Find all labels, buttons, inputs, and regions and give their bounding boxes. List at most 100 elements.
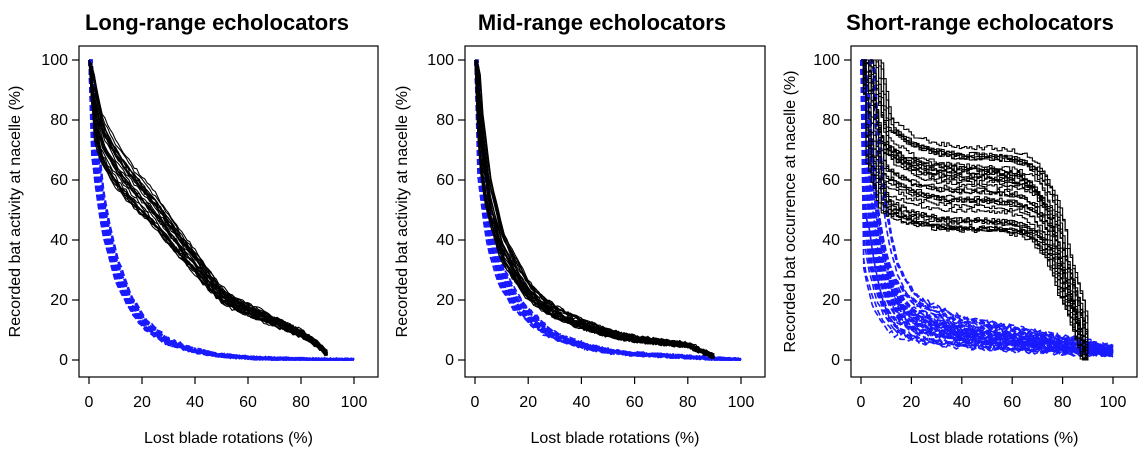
chart-panel-1: Long-range echolocators 0 0 20 20 40 40 60 60 80 8… [7,10,379,447]
blue-dashed-curve [89,59,354,361]
black-solid-curve [88,59,328,356]
black-solid-curve [861,59,1089,360]
blue-dashed-curve [88,59,355,361]
blue-dashed-curve [474,59,741,361]
black-solid-curve [88,59,328,355]
black-solid-curve [474,59,715,358]
blue-dashed-curve [860,59,1114,356]
blue-dashed-curve [88,59,355,361]
y-tick-label: 20 [436,292,454,309]
black-solid-curve [88,59,328,354]
y-tick-label: 0 [831,352,840,369]
blue-dashed-curve [474,59,742,361]
blue-dashed-curve [474,59,742,362]
black-solid-curve [861,59,1089,360]
y-tick-label: 60 [436,172,454,189]
black-solid-curve [861,59,1089,355]
x-tick-label: 80 [292,394,310,411]
y-tick-label: 20 [50,292,68,309]
blue-dashed-curve [88,59,355,361]
blue-dashed-curve [474,59,742,361]
blue-dashed-curve [89,59,355,361]
blue-dashed-curve [475,59,741,361]
curve-group [88,59,355,362]
blue-dashed-curve [474,59,742,361]
x-tick-label: 60 [239,394,257,411]
x-tick-label: 60 [626,394,644,411]
x-tick-label: 100 [341,394,368,411]
x-tick-label: 20 [519,394,537,411]
black-solid-curve [88,59,328,355]
x-axis-label: Lost blade rotations (%) [144,430,313,447]
blue-dashed-curve [860,59,1114,353]
blue-dashed-curve [88,59,355,361]
x-tick-label: 100 [728,394,755,411]
black-solid-curve [88,59,328,354]
blue-dashed-curve [88,59,355,361]
black-solid-curve [88,59,328,357]
x-tick-label: 0 [857,394,866,411]
y-tick-label: 100 [41,52,68,69]
black-solid-curve [474,59,715,360]
black-solid-curve [88,59,328,353]
black-solid-curve [88,59,328,354]
black-solid-curve [474,59,715,359]
x-tick-label: 0 [471,394,480,411]
blue-dashed-curve [474,59,742,361]
blue-dashed-curve [88,59,355,361]
black-solid-curve [474,59,715,357]
black-solid-curve [474,59,715,357]
black-solid-curve [88,59,328,353]
black-solid-curve [474,59,715,358]
black-solid-curve [474,59,715,357]
black-solid-curve [474,59,715,357]
black-solid-curve [88,59,328,355]
blue-dashed-curve [474,59,741,361]
blue-dashed-curve [861,59,1114,351]
black-solid-curve [88,59,328,353]
blue-dashed-curve [88,59,355,361]
black-solid-curve [88,59,328,357]
blue-dashed-curve [861,59,1114,349]
blue-dashed-curve [474,59,742,361]
chart-title: Long-range echolocators [85,10,349,35]
black-solid-curve [861,59,1089,361]
chart-panel-3: Short-range echolocators 0 0 20 20 40 40 60 60 80… [782,10,1138,447]
blue-dashed-curve [861,59,1114,348]
curve-group [474,59,742,362]
blue-dashed-curve [88,59,355,361]
y-tick-label: 80 [50,112,68,129]
blue-dashed-curve [474,59,741,361]
blue-dashed-curve [474,59,742,361]
black-solid-curve [861,59,1088,361]
blue-dashed-curve [88,59,355,362]
black-solid-curve [861,59,1089,360]
black-solid-curve [474,59,715,360]
black-solid-curve [88,59,328,355]
x-tick-label: 40 [186,394,204,411]
black-solid-curve [474,59,715,358]
blue-dashed-curve [88,59,355,362]
blue-dashed-curve [474,59,742,361]
x-tick-label: 20 [903,394,921,411]
black-solid-curve [861,59,1089,339]
black-solid-curve [474,59,715,357]
blue-dashed-curve [88,59,355,361]
blue-dashed-curve [88,59,355,361]
black-solid-curve [88,59,328,356]
blue-dashed-curve [474,59,742,361]
blue-dashed-curve [89,59,355,361]
blue-dashed-curve [474,59,742,361]
black-solid-curve [474,59,715,357]
plot-frame [464,45,766,378]
black-solid-curve [474,59,715,359]
black-solid-curve [474,59,715,355]
y-tick-label: 100 [813,52,840,69]
black-solid-curve [474,59,715,359]
blue-dashed-curve [474,59,742,361]
blue-dashed-curve [861,59,1114,347]
black-solid-curve [474,59,715,359]
blue-dashed-curve [861,59,1114,349]
blue-dashed-curve [474,59,742,361]
